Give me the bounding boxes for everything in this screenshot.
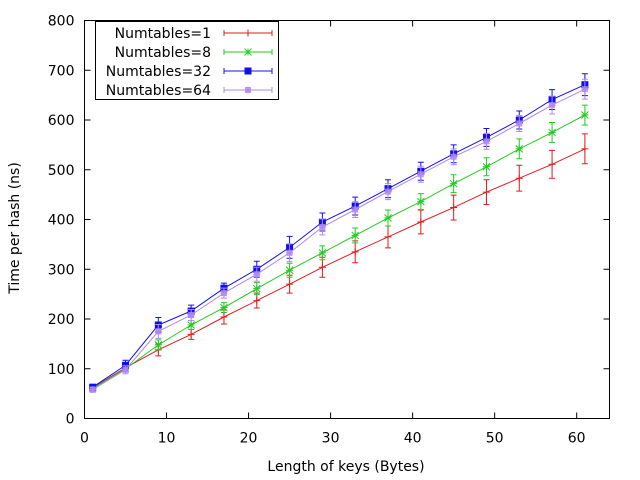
y-axis-label: Time per hash (ns) — [7, 162, 23, 295]
legend: Numtables=1 Numtables=8 Numtables=32 Numtab… — [95, 21, 279, 100]
series — [89, 78, 589, 394]
y-tick-label: 500 — [48, 163, 75, 179]
data-point-cross — [154, 327, 162, 335]
data-point — [548, 128, 556, 137]
data-point-cross — [450, 153, 458, 161]
data-point-cross — [122, 366, 130, 374]
data-point-cross — [384, 188, 392, 196]
legend-label: Numtables=32 — [106, 64, 211, 80]
series — [89, 73, 589, 391]
data-point — [482, 162, 491, 171]
data-point — [581, 111, 589, 119]
y-tick-label: 600 — [48, 113, 75, 129]
data-point — [187, 321, 195, 329]
y-tick-label: 400 — [48, 213, 75, 229]
data-point — [286, 280, 294, 288]
data-point — [384, 214, 392, 222]
data-point — [417, 218, 425, 226]
x-tick-label: 10 — [158, 431, 176, 447]
data-point — [450, 204, 458, 212]
y-tick-label: 200 — [48, 312, 75, 328]
data-point — [318, 248, 327, 257]
data-point — [351, 231, 360, 240]
data-point — [384, 233, 392, 241]
data-point — [285, 266, 294, 275]
data-point — [482, 188, 490, 196]
data-point-cross — [482, 137, 490, 145]
x-axis-label: Length of keys (Bytes) — [267, 459, 424, 475]
data-point — [351, 248, 359, 256]
legend-label: Numtables=1 — [115, 26, 211, 42]
data-point-cross — [548, 101, 556, 109]
data-point — [253, 297, 261, 305]
x-axis-ticks: 0 10 20 30 40 50 60 — [80, 20, 586, 447]
x-tick-label: 40 — [404, 431, 422, 447]
data-point — [244, 29, 252, 37]
y-tick-label: 100 — [48, 362, 75, 378]
series-line — [92, 88, 586, 391]
data-point — [416, 197, 425, 206]
x-tick-label: 30 — [322, 431, 340, 447]
data-point — [318, 263, 326, 271]
data-point-cross — [581, 85, 589, 93]
data-point-cross — [286, 249, 294, 257]
data-point — [220, 313, 228, 321]
data-point-cross — [187, 311, 195, 319]
data-point — [187, 330, 195, 338]
data-point — [548, 160, 556, 168]
x-tick-label: 0 — [80, 431, 89, 447]
x-tick-label: 50 — [486, 431, 504, 447]
data-point-cross — [253, 270, 261, 278]
y-tick-label: 800 — [48, 14, 75, 30]
data-point-cross — [318, 223, 326, 231]
legend-label: Numtables=64 — [106, 83, 211, 99]
series-layer — [88, 73, 589, 394]
data-point — [515, 145, 524, 153]
x-tick-label: 60 — [568, 431, 586, 447]
data-point — [252, 284, 261, 293]
y-tick-label: 0 — [66, 412, 75, 428]
legend-label: Numtables=8 — [115, 45, 211, 61]
data-point — [244, 67, 252, 75]
data-point — [220, 303, 228, 312]
series-line — [92, 114, 586, 390]
y-tick-label: 300 — [48, 262, 75, 278]
data-point — [515, 174, 523, 182]
y-axis-ticks: 0 100 200 300 400 500 600 700 800 — [48, 14, 610, 428]
y-tick-label: 700 — [48, 63, 75, 79]
data-point-cross — [351, 206, 359, 214]
data-point-cross — [244, 86, 252, 94]
data-point — [581, 145, 589, 153]
series-line — [92, 84, 586, 388]
series — [88, 104, 589, 393]
x-tick-label: 20 — [240, 431, 258, 447]
data-point-cross — [515, 119, 523, 127]
series-line — [92, 148, 586, 389]
data-point — [154, 341, 163, 349]
data-point — [449, 179, 458, 188]
series — [89, 133, 589, 392]
data-point — [244, 48, 252, 56]
data-point-cross — [220, 289, 228, 297]
data-point-cross — [417, 170, 425, 178]
data-point-cross — [89, 386, 97, 394]
